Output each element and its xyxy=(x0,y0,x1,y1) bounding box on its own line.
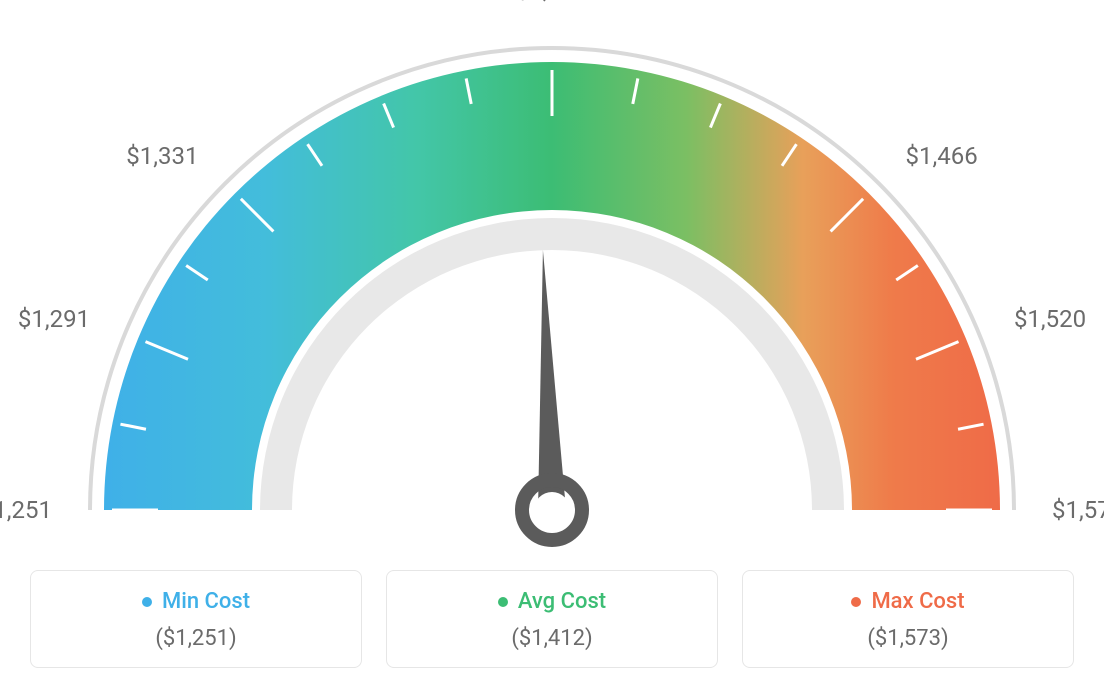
gauge-tick-label: $1,520 xyxy=(1014,305,1086,333)
legend-row: Min Cost ($1,251) Avg Cost ($1,412) Max … xyxy=(30,570,1074,668)
gauge-tick-label: $1,412 xyxy=(516,0,588,4)
legend-value-avg: ($1,412) xyxy=(397,626,707,651)
legend-label: Avg Cost xyxy=(518,589,606,614)
dot-icon xyxy=(851,597,861,607)
dot-icon xyxy=(142,597,152,607)
legend-label: Min Cost xyxy=(162,589,250,614)
legend-title-avg: Avg Cost xyxy=(498,589,606,614)
legend-value-max: ($1,573) xyxy=(753,626,1063,651)
gauge-svg xyxy=(0,0,1104,560)
legend-title-max: Max Cost xyxy=(851,589,964,614)
gauge-tick-label: $1,573 xyxy=(1052,496,1104,524)
legend-value-min: ($1,251) xyxy=(41,626,351,651)
gauge: $1,251 $1,291 $1,331 $1,412 $1,466 $1,520 $1,5… xyxy=(0,0,1104,560)
chart-container: $1,251 $1,291 $1,331 $1,412 $1,466 $1,520 $1,5… xyxy=(0,0,1104,690)
dot-icon xyxy=(498,597,508,607)
legend-card-avg: Avg Cost ($1,412) xyxy=(386,570,718,668)
legend-title-min: Min Cost xyxy=(142,589,250,614)
gauge-tick-label: $1,466 xyxy=(906,142,978,170)
gauge-tick-label: $1,331 xyxy=(126,142,198,170)
legend-card-min: Min Cost ($1,251) xyxy=(30,570,362,668)
legend-label: Max Cost xyxy=(871,589,964,614)
legend-card-max: Max Cost ($1,573) xyxy=(742,570,1074,668)
gauge-tick-label: $1,251 xyxy=(0,496,52,524)
gauge-tick-label: $1,291 xyxy=(18,305,90,333)
